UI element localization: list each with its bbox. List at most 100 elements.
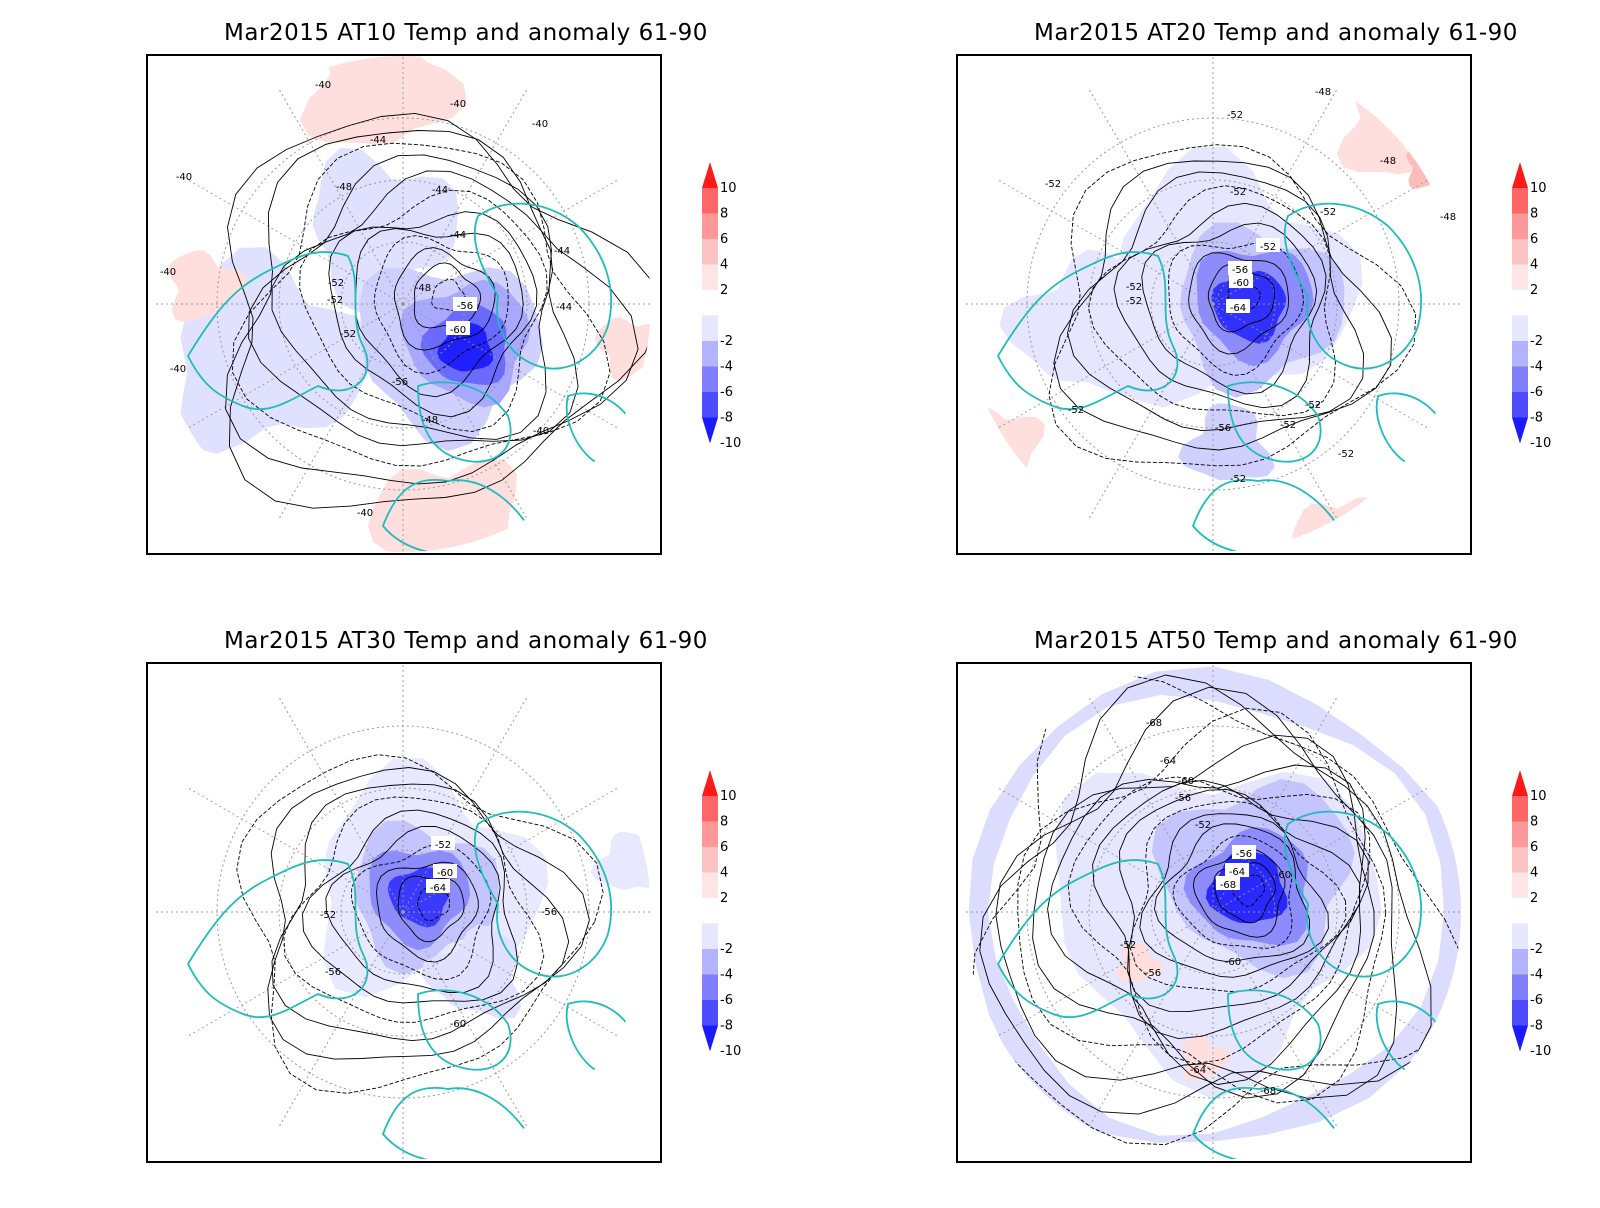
colorbar-label: 4 (1530, 866, 1538, 881)
contour-label: -52 (320, 910, 336, 921)
contour-label: -44 (554, 246, 570, 257)
colorbar-segment (1512, 898, 1528, 924)
colorbar-label: -4 (720, 968, 733, 983)
contour-label: -44 (450, 230, 466, 241)
colorbar-top-arrow (1512, 770, 1528, 796)
contour-label: -56 (1236, 849, 1252, 860)
contour-label: -68 (1260, 1086, 1276, 1097)
contour-label: -56 (325, 967, 341, 978)
contour-label: -56 (541, 907, 557, 918)
contour-label: -48 (1440, 212, 1456, 223)
label-box (426, 879, 450, 893)
colorbar-label: 10 (720, 789, 737, 804)
label-box (1256, 238, 1280, 252)
colorbar-label: 10 (720, 181, 737, 196)
temperature-contour (267, 767, 590, 1060)
contour-label: -48 (1380, 156, 1396, 167)
meridian-line (402, 303, 528, 520)
temperature-contour (1207, 264, 1275, 333)
meridian-line (187, 179, 404, 305)
latitude-circle (1088, 787, 1338, 1037)
temperature-contour (1067, 776, 1371, 1065)
contour-label: -52 (1260, 242, 1276, 253)
meridian-line (1212, 303, 1338, 520)
contour-label: -40 (357, 508, 373, 519)
meridian-line (402, 696, 528, 913)
contour-label: -52 (1126, 296, 1142, 307)
panel-title: Mar2015 AT20 Temp and anomaly 61-90 (1034, 20, 1518, 46)
label-box (453, 297, 477, 311)
colorbar-segment (1512, 796, 1528, 822)
meridian-line (1088, 303, 1214, 520)
colorbar-segment (702, 213, 718, 239)
temperature-contour (971, 673, 1461, 1146)
colorbar-segment (1512, 264, 1528, 290)
colorbar-label: -10 (1530, 436, 1551, 451)
colorbar-label: -2 (1530, 334, 1543, 349)
contour-label: -52 (340, 329, 356, 340)
colorbar-segment (702, 974, 718, 1000)
anomaly-shade-9 (368, 458, 517, 552)
colorbar-label: 6 (1530, 232, 1538, 247)
colorbar-label: 6 (720, 840, 728, 855)
anomaly-shade-6 (1336, 69, 1461, 175)
temperature-contour (1067, 171, 1365, 432)
colorbar-segment (702, 821, 718, 847)
temperature-contour (271, 783, 570, 1042)
temperature-contour (1047, 764, 1366, 1085)
contour-label: -52 (1227, 110, 1243, 121)
colorbar-label: 8 (720, 815, 728, 830)
colorbar-label: -4 (1530, 968, 1543, 983)
contour-label: -60 (450, 325, 466, 336)
colorbar-segment (1512, 949, 1528, 975)
meridian-line (278, 303, 404, 520)
colorbar-label: 4 (720, 258, 728, 273)
temperature-contour (393, 247, 496, 351)
colorbar-label: -10 (720, 1044, 741, 1059)
anomaly-colorbar: 10 8 6 4 2 -2 -4 -6 -8 -10 (698, 770, 778, 1070)
contour-label: -56 (1145, 968, 1161, 979)
colorbar-label: 8 (720, 207, 728, 222)
contour-label: -40 (315, 80, 331, 91)
colorbar-segment (1512, 923, 1528, 949)
latitude-circle (1088, 179, 1338, 429)
temperature-contour (325, 825, 501, 993)
colorbar-top-arrow (702, 770, 718, 796)
colorbar-label: 10 (1530, 181, 1547, 196)
contour-label: -64 (430, 883, 446, 894)
contour-label: -52 (1320, 207, 1336, 218)
contour-label: -48 (415, 283, 431, 294)
temperature-contour (299, 189, 548, 432)
colorbar-segment (1512, 239, 1528, 265)
colorbar-segment (1512, 188, 1528, 214)
contour-label: -40 (176, 172, 192, 183)
contour-label: -52 (1338, 449, 1354, 460)
contour-label: -64 (1160, 756, 1176, 767)
temperature-contour (1154, 823, 1310, 962)
contour-label: -60 (1225, 957, 1241, 968)
contour-label: -40 (160, 267, 176, 278)
colorbar-segment (702, 239, 718, 265)
colorbar-segment (702, 949, 718, 975)
colorbar-label: 6 (1530, 840, 1538, 855)
colorbar-segment (702, 1000, 718, 1026)
colorbar-segment (702, 188, 718, 214)
colorbar-top-arrow (702, 162, 718, 188)
coastline-2 (1283, 810, 1422, 978)
contour-label: -60 (1275, 870, 1291, 881)
meridian-line (997, 911, 1214, 1037)
contour-label: -52 (1126, 282, 1142, 293)
temperature-contour (302, 809, 519, 1004)
contour-label: -60 (450, 1019, 466, 1030)
colorbar-label: 4 (1530, 258, 1538, 273)
contour-label: -52 (328, 278, 344, 289)
colorbar-top-arrow (1512, 162, 1528, 188)
colorbar-label: 6 (720, 232, 728, 247)
coastline-1 (382, 1087, 531, 1160)
meridian-line (278, 696, 404, 913)
colorbar-label: 8 (1530, 815, 1538, 830)
coastline-3 (417, 381, 512, 463)
contour-label: -48 (336, 182, 352, 193)
colorbar-segment (1512, 821, 1528, 847)
contour-label: -56 (1175, 793, 1191, 804)
